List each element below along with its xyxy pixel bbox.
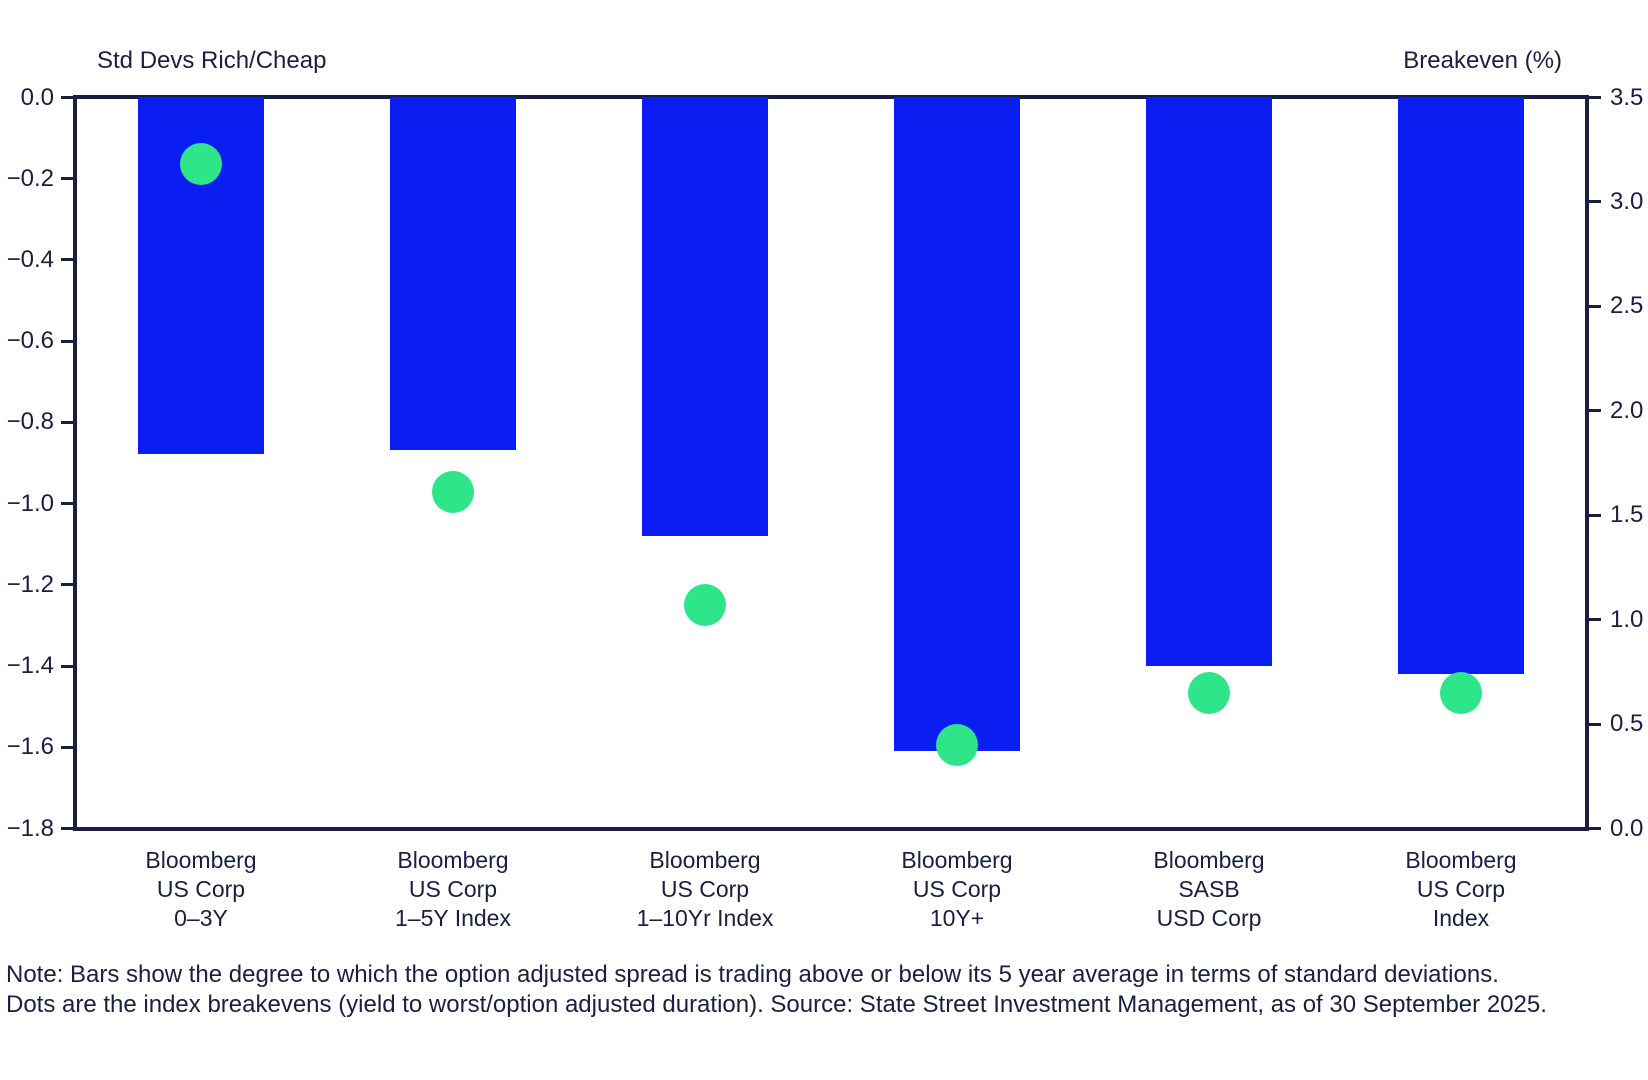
bar	[642, 97, 768, 536]
left-axis-tick-label: −0.2	[6, 164, 54, 192]
left-axis-tick-label: 0.0	[20, 83, 54, 111]
right-axis-tick-label: 2.0	[1610, 396, 1644, 424]
left-axis-tick-label: −0.6	[6, 327, 54, 355]
breakeven-dot	[432, 471, 474, 514]
breakeven-dot	[936, 724, 978, 767]
right-axis-tick-label: 3.0	[1610, 187, 1644, 215]
right-tick-mark	[1587, 96, 1601, 99]
right-axis-tick-label: 0.5	[1610, 710, 1644, 738]
left-tick-mark	[61, 339, 75, 343]
category-label: Bloomberg US Corp 1–5Y Index	[395, 847, 511, 931]
category-label: Bloomberg US Corp 1–10Yr Index	[636, 847, 774, 931]
left-tick-mark	[61, 664, 75, 668]
right-axis-tick-label: 0.0	[1610, 814, 1644, 842]
right-tick-mark	[1587, 304, 1601, 308]
right-axis-tick-label: 3.5	[1610, 83, 1644, 111]
right-tick-mark	[1587, 513, 1601, 517]
chart-note: Note: Bars show the degree to which the …	[6, 960, 1547, 1020]
left-tick-mark	[61, 502, 75, 506]
right-axis-tick-label: 1.0	[1610, 605, 1644, 633]
left-axis-title: Std Devs Rich/Cheap	[97, 47, 327, 74]
breakeven-dot	[684, 584, 726, 627]
left-tick-mark	[61, 258, 75, 262]
left-tick-mark	[61, 745, 75, 749]
breakeven-dot	[1188, 671, 1230, 714]
category-label: Bloomberg US Corp 10Y+	[901, 847, 1013, 931]
breakeven-dot	[1440, 671, 1482, 714]
left-axis-tick-label: −1.4	[6, 652, 54, 680]
left-axis-tick-label: −1.2	[6, 570, 54, 598]
bar	[390, 97, 516, 451]
left-tick-mark	[61, 96, 75, 99]
bar	[1398, 97, 1524, 674]
left-axis-tick-label: −1.6	[6, 733, 54, 761]
right-axis-title: Breakeven (%)	[1403, 47, 1562, 74]
chart-note-line-2: Dots are the index breakevens (yield to …	[6, 991, 1547, 1018]
left-tick-mark	[61, 177, 75, 181]
left-axis-tick-label: −0.8	[6, 408, 54, 436]
plot-area	[73, 95, 1589, 831]
right-tick-mark	[1587, 827, 1601, 831]
bar	[894, 97, 1020, 752]
right-axis-tick-label: 1.5	[1610, 501, 1644, 529]
left-axis-tick-label: −0.4	[6, 245, 54, 273]
left-tick-mark	[61, 420, 75, 424]
left-tick-mark	[61, 583, 75, 587]
breakeven-dot	[180, 143, 222, 186]
left-tick-mark	[61, 827, 75, 831]
right-tick-mark	[1587, 618, 1601, 622]
chart-note-line-1: Note: Bars show the degree to which the …	[6, 961, 1499, 988]
category-label: Bloomberg US Corp 0–3Y	[145, 847, 257, 931]
right-axis-tick-label: 2.5	[1610, 292, 1644, 320]
category-label: Bloomberg US Corp Index	[1405, 847, 1517, 931]
bar	[1146, 97, 1272, 666]
left-axis-tick-label: −1.0	[6, 489, 54, 517]
right-tick-mark	[1587, 409, 1601, 413]
left-axis-tick-label: −1.8	[6, 814, 54, 842]
right-tick-mark	[1587, 722, 1601, 726]
right-tick-mark	[1587, 200, 1601, 204]
category-label: Bloomberg SASB USD Corp	[1153, 847, 1265, 931]
